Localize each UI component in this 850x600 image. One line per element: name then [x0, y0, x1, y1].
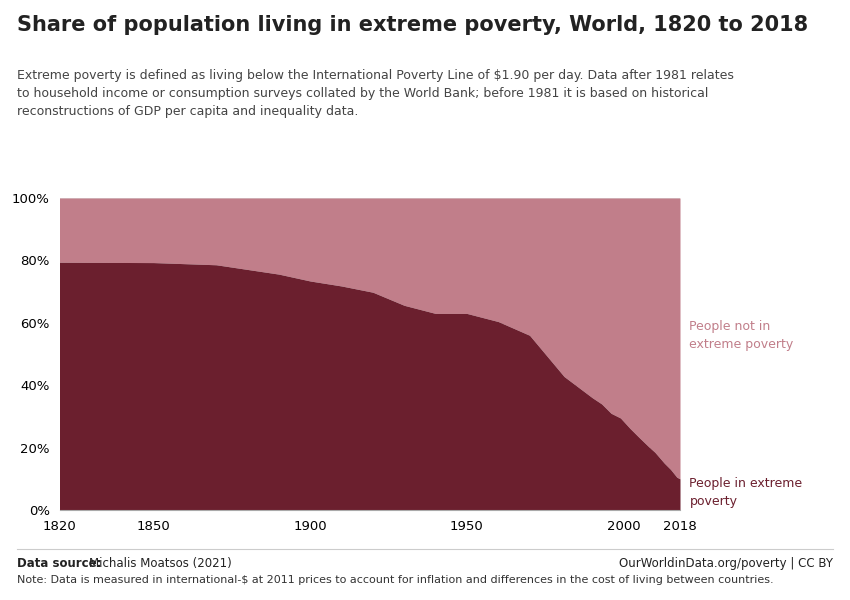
Text: Extreme poverty is defined as living below the International Poverty Line of $1.: Extreme poverty is defined as living bel…: [17, 69, 734, 118]
Text: People not in
extreme poverty: People not in extreme poverty: [689, 320, 794, 351]
Text: Michalis Moatsos (2021): Michalis Moatsos (2021): [89, 557, 232, 570]
Text: Our World: Our World: [717, 25, 784, 38]
Text: Note: Data is measured in international-$ at 2011 prices to account for inflatio: Note: Data is measured in international-…: [17, 575, 774, 585]
Text: in Data: in Data: [726, 44, 774, 57]
Text: People in extreme
poverty: People in extreme poverty: [689, 478, 802, 508]
Text: Share of population living in extreme poverty, World, 1820 to 2018: Share of population living in extreme po…: [17, 15, 808, 35]
Text: Data source:: Data source:: [17, 557, 105, 570]
Text: OurWorldinData.org/poverty | CC BY: OurWorldinData.org/poverty | CC BY: [619, 557, 833, 570]
